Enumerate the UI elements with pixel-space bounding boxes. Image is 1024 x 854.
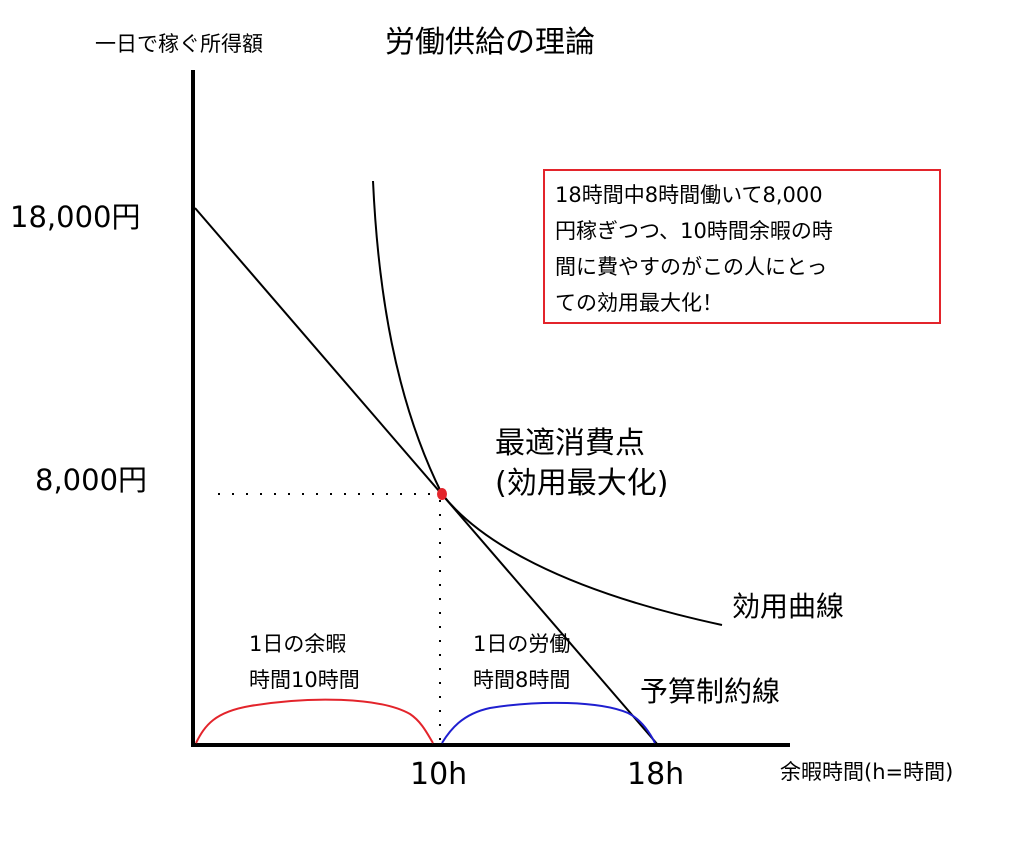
labor-label-line: 1日の労働 bbox=[473, 632, 571, 656]
note-line: 円稼ぎつつ、10時間余暇の時 bbox=[555, 219, 833, 243]
x-axis-label: 余暇時間(h=時間) bbox=[780, 760, 954, 784]
labor-arc bbox=[441, 701, 656, 744]
leisure-label-line: 時間10時間 bbox=[249, 668, 360, 692]
optimum-label-line: 最適消費点 bbox=[495, 426, 645, 461]
utility-curve-label: 効用曲線 bbox=[732, 590, 845, 623]
leisure-label-line: 1日の余暇 bbox=[249, 632, 347, 656]
y-tick-18000: 18,000円 bbox=[10, 200, 141, 234]
explanation-note-box: 18時間中8時間働いて8,000 円稼ぎつつ、10時間余暇の時 間に費やすのがこ… bbox=[543, 169, 941, 324]
optimum-label-line: (効用最大化) bbox=[495, 466, 669, 501]
diagram-title: 労働供給の理論 bbox=[385, 25, 595, 60]
optimum-point-label: 最適消費点 (効用最大化) bbox=[495, 424, 668, 504]
note-line: 間に費やすのがこの人にとっ bbox=[555, 255, 828, 279]
budget-line-label: 予算制約線 bbox=[640, 675, 781, 708]
leisure-arc bbox=[195, 698, 434, 744]
x-tick-10h: 10h bbox=[410, 757, 468, 792]
y-tick-8000: 8,000円 bbox=[35, 463, 148, 497]
leisure-hours-label: 1日の余暇 時間10時間 bbox=[249, 626, 360, 698]
budget-constraint-line bbox=[194, 207, 659, 746]
note-line: ての効用最大化！ bbox=[555, 291, 723, 315]
optimum-point bbox=[437, 488, 447, 500]
y-axis-label: 一日で稼ぐ所得額 bbox=[95, 32, 263, 56]
note-line: 18時間中8時間働いて8,000 bbox=[555, 183, 823, 207]
x-tick-18h: 18h bbox=[627, 757, 685, 792]
labor-hours-label: 1日の労働 時間8時間 bbox=[473, 626, 570, 698]
labor-label-line: 時間8時間 bbox=[473, 668, 571, 692]
